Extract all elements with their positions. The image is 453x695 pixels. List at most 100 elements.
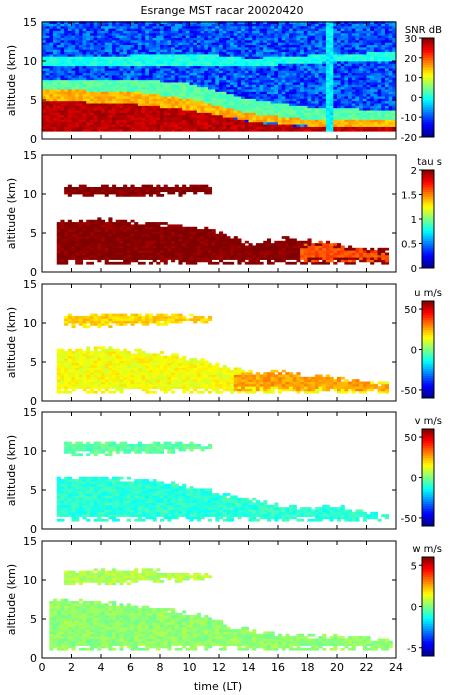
heatmap-cell (244, 79, 249, 83)
heatmap-cell (337, 56, 342, 60)
heatmap-cell (226, 44, 231, 48)
heatmap-cell (53, 32, 58, 36)
heatmap-cell (337, 44, 342, 48)
heatmap-cell (377, 107, 382, 111)
heatmap-cell (56, 28, 61, 31)
heatmap-cell (230, 23, 235, 27)
heatmap-cell (314, 112, 319, 116)
heatmap-cell (325, 114, 331, 118)
heatmap-cell (196, 72, 201, 76)
heatmap-cell (292, 119, 297, 123)
heatmap-cell (167, 79, 172, 83)
heatmap-cell (101, 245, 106, 249)
heatmap-cell (381, 124, 386, 127)
heatmap-cell (101, 186, 106, 190)
heatmap-cell (67, 245, 72, 249)
heatmap-cell (241, 79, 246, 83)
colorbar-segment (422, 80, 434, 84)
heatmap-cell (348, 61, 353, 64)
heatmap-cell (237, 79, 242, 83)
heatmap-cell (196, 75, 201, 78)
heatmap-cell (392, 37, 397, 41)
heatmap-cell (86, 224, 91, 228)
heatmap-cell (171, 119, 176, 123)
heatmap-cell (204, 96, 209, 99)
heatmap-cell (178, 46, 183, 50)
heatmap-cell (373, 107, 378, 111)
heatmap-cell (292, 39, 297, 43)
heatmap-cell (303, 112, 308, 116)
heatmap-cell (230, 21, 235, 24)
heatmap-cell (344, 35, 349, 38)
heatmap-cell (333, 121, 338, 125)
heatmap-cell (123, 30, 128, 34)
heatmap-cell (237, 46, 242, 50)
heatmap-cell (112, 112, 117, 116)
heatmap-cell (344, 65, 349, 69)
heatmap-cell (130, 58, 135, 62)
heatmap-cell (325, 82, 331, 85)
heatmap-cell (75, 84, 80, 88)
heatmap-cell (82, 32, 87, 36)
heatmap-cell (255, 39, 260, 43)
heatmap-cell (97, 126, 102, 130)
heatmap-cell (392, 35, 397, 38)
heatmap-cell (322, 51, 327, 55)
heatmap-cell (160, 72, 165, 76)
heatmap-cell (307, 86, 312, 90)
heatmap-cell (119, 240, 124, 244)
colorbar-segment (422, 85, 434, 89)
heatmap-cell (248, 110, 253, 113)
heatmap-cell (241, 98, 246, 102)
heatmap-cell (89, 261, 95, 265)
heatmap-cell (259, 35, 264, 38)
heatmap-cell (333, 70, 338, 74)
heatmap-cell (270, 107, 275, 111)
heatmap-cell (340, 114, 345, 118)
heatmap-cell (237, 84, 242, 88)
heatmap-cell (89, 32, 95, 36)
heatmap-cell (274, 119, 279, 123)
heatmap-cell (266, 89, 272, 92)
heatmap-cell (303, 42, 308, 46)
heatmap-cell (185, 84, 190, 88)
heatmap-cell (270, 44, 275, 48)
heatmap-cell (108, 96, 113, 99)
heatmap-cell (112, 103, 117, 106)
heatmap-cell (152, 107, 157, 111)
heatmap-cell (141, 96, 146, 99)
heatmap-cell (303, 114, 308, 118)
heatmap-cell (53, 58, 58, 62)
heatmap-cell (163, 110, 168, 113)
heatmap-cell (82, 231, 87, 235)
heatmap-cell (93, 53, 98, 57)
heatmap-cell (115, 91, 120, 95)
heatmap-cell (119, 93, 124, 97)
heatmap-cell (381, 42, 386, 46)
heatmap-cell (381, 84, 386, 88)
heatmap-cell (64, 77, 69, 81)
heatmap-cell (388, 128, 393, 132)
heatmap-cell (329, 96, 334, 99)
heatmap-cell (248, 56, 253, 60)
heatmap-cell (255, 30, 260, 34)
heatmap-cell (314, 63, 319, 67)
heatmap-cell (200, 72, 205, 76)
heatmap-cell (381, 32, 386, 36)
heatmap-cell (60, 72, 65, 76)
heatmap-cell (167, 70, 172, 74)
heatmap-cell (233, 42, 238, 46)
heatmap-cell (119, 229, 124, 232)
heatmap-cell (89, 25, 95, 29)
heatmap-cell (311, 112, 316, 116)
heatmap-cell (200, 61, 205, 64)
heatmap-cell (141, 49, 146, 53)
heatmap-cell (115, 233, 120, 237)
heatmap-cell (67, 186, 72, 190)
heatmap-cell (373, 56, 378, 60)
heatmap-cell (89, 82, 95, 85)
heatmap-cell (233, 126, 238, 130)
heatmap-cell (370, 96, 375, 99)
heatmap-cell (101, 100, 106, 104)
heatmap-cell (348, 89, 353, 92)
